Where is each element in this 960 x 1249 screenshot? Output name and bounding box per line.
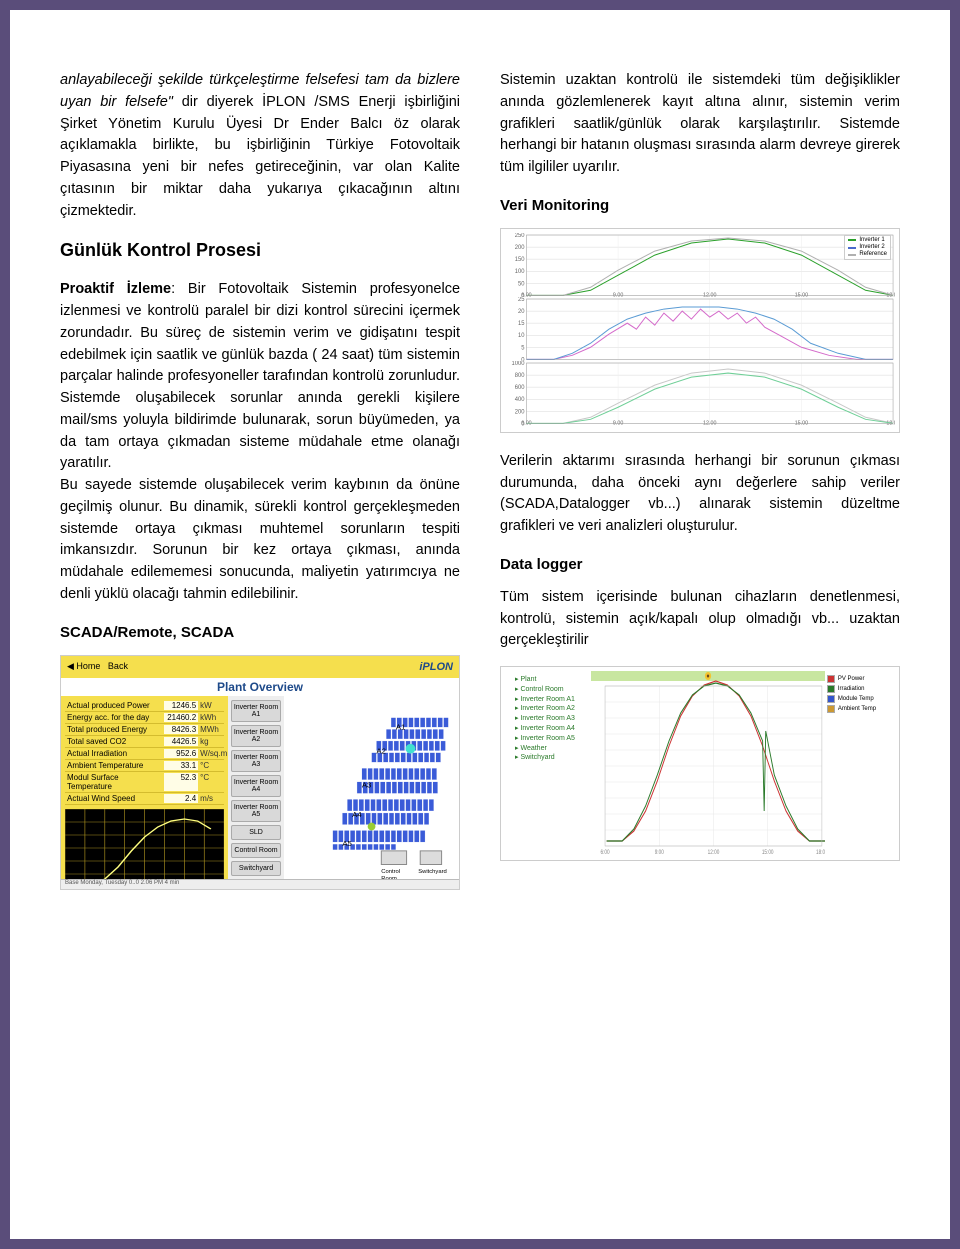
svg-text:A4: A4: [352, 809, 362, 818]
right-p1: Sistemin uzaktan kontrolü ile sistemdeki…: [500, 70, 900, 179]
intro-paragraph: anlayabileceği şekilde türkçeleştirme fe…: [60, 70, 460, 222]
scada-metric-row: Modul Surface Temperature52.3°C: [65, 772, 224, 793]
scada-nav-button[interactable]: SLD: [231, 825, 281, 840]
data-logger-figure: ▸ Plant ▸ Control Room ▸ Inverter Room A…: [500, 666, 900, 861]
dl-tree-node[interactable]: ▸ Switchyard: [507, 753, 589, 763]
dl-chart: 6:00 9:00 12:00 15:00 18:00: [591, 671, 825, 856]
scada-nav-button[interactable]: Control Room: [231, 843, 281, 858]
svg-text:9:00: 9:00: [654, 850, 663, 856]
svg-text:A3: A3: [362, 780, 372, 789]
dl-tree-node[interactable]: ▸ Weather: [507, 744, 589, 754]
svg-text:1000: 1000: [511, 361, 525, 367]
svg-text:25: 25: [518, 297, 525, 303]
veri-monitoring-figure: 0501001502002506.009.0012.0015.0018.00 I…: [500, 228, 900, 433]
scada-title: Plant Overview: [61, 678, 459, 696]
dl-tree-node[interactable]: ▸ Inverter Room A3: [507, 714, 589, 724]
vm-chart-3: 020040060080010006.009.0012.0015.0018.00: [505, 361, 895, 425]
scada-nav-button[interactable]: Inverter Room A2: [231, 725, 281, 747]
right-p2: Verilerin aktarımı sırasında herhangi bi…: [500, 451, 900, 538]
svg-text:A2: A2: [376, 746, 386, 755]
dl-tree-panel: ▸ Plant ▸ Control Room ▸ Inverter Room A…: [505, 671, 591, 856]
svg-text:A5: A5: [342, 839, 352, 848]
scada-statusbar: Base Monday, Tuesday 0..0 2.06 PM 4 min: [61, 879, 459, 889]
dl-tree-node[interactable]: ▸ Inverter Room A2: [507, 704, 589, 714]
scada-nav-button[interactable]: Inverter Room A5: [231, 800, 281, 822]
scada-metric-row: Ambient Temperature33.1°C: [65, 760, 224, 772]
scada-button-column: Inverter Room A1 Inverter Room A2 Inverter…: [228, 696, 284, 889]
scada-metric-row: Actual Wind Speed2.4m/s: [65, 793, 224, 805]
right-p3: Tüm sistem içerisinde bulunan cihazların…: [500, 587, 900, 652]
dl-tree-node[interactable]: ▸ Plant: [507, 675, 589, 685]
scada-metric-row: Total produced Energy8426.3MWh: [65, 724, 224, 736]
heading-gunluk: Günlük Kontrol Prosesi: [60, 240, 460, 261]
left-column: anlayabileceği şekilde türkçeleştirme fe…: [60, 70, 460, 908]
svg-text:9.00: 9.00: [613, 421, 623, 426]
scada-nav-button[interactable]: Inverter Room A1: [231, 700, 281, 722]
svg-text:150: 150: [515, 257, 525, 263]
scada-window-controls: ◀ Home Back: [67, 661, 128, 672]
svg-text:800: 800: [515, 373, 525, 379]
scada-nav-button[interactable]: Inverter Room A3: [231, 750, 281, 772]
scada-metric-row: Actual Irradiation952.6W/sq.m: [65, 748, 224, 760]
svg-text:A1: A1: [396, 722, 406, 731]
svg-text:Switchyard: Switchyard: [418, 869, 447, 875]
dl-tree-node[interactable]: ▸ Inverter Room A5: [507, 734, 589, 744]
vm-chart-2: 0510152025: [505, 297, 895, 361]
svg-text:10: 10: [518, 333, 525, 339]
heading-veri-monitoring: Veri Monitoring: [500, 197, 900, 214]
dl-legend-panel: PV PowerIrradiationModule TempAmbient Te…: [825, 671, 895, 856]
svg-text:20: 20: [518, 309, 525, 315]
dl-tree-node[interactable]: ▸ Inverter Room A4: [507, 724, 589, 734]
svg-text:250: 250: [515, 233, 525, 239]
scada-metrics-panel: Actual produced Power1246.5kWEnergy acc.…: [61, 696, 228, 889]
svg-text:5: 5: [521, 345, 525, 351]
scada-metric-row: Total saved CO24426.5kg: [65, 736, 224, 748]
svg-text:200: 200: [515, 410, 525, 416]
svg-text:200: 200: [515, 245, 525, 251]
svg-text:15.00: 15.00: [795, 421, 808, 426]
svg-text:6:00: 6:00: [600, 850, 609, 856]
heading-scada: SCADA/Remote, SCADA: [60, 624, 460, 641]
scada-mini-graph: [65, 809, 224, 887]
scada-overview-figure: ◀ Home Back iPLON Plant Overview Actual …: [60, 655, 460, 890]
svg-text:12:00: 12:00: [707, 850, 719, 856]
svg-text:100: 100: [515, 269, 525, 275]
heading-data-logger: Data logger: [500, 556, 900, 573]
scada-metric-row: Actual produced Power1246.5kW: [65, 700, 224, 712]
proaktif-paragraph: Proaktif İzleme: Bir Fotovoltaik Sistemi…: [60, 279, 460, 605]
vm-chart-1: 0501001502002506.009.0012.0015.0018.00 I…: [505, 233, 895, 297]
scada-nav-button[interactable]: Inverter Room A4: [231, 775, 281, 797]
document-page: anlayabileceği şekilde türkçeleştirme fe…: [10, 10, 950, 1239]
scada-site-map: A1 A2 A3 A4 A5 Control Room Switchyard: [284, 696, 459, 889]
scada-nav-button[interactable]: Switchyard: [231, 861, 281, 876]
dl-tree-node[interactable]: ▸ Control Room: [507, 685, 589, 695]
svg-text:15:00: 15:00: [762, 850, 774, 856]
svg-text:12.00: 12.00: [703, 421, 716, 426]
scada-brand: iPLON: [419, 661, 453, 673]
svg-text:Control: Control: [381, 869, 400, 875]
svg-text:400: 400: [515, 398, 525, 404]
svg-text:18:00: 18:00: [816, 850, 825, 856]
svg-text:15: 15: [518, 321, 525, 327]
scada-metric-row: Energy acc. for the day21460.2kWh: [65, 712, 224, 724]
svg-text:50: 50: [518, 281, 525, 287]
svg-text:600: 600: [515, 386, 525, 392]
dl-tree-node[interactable]: ▸ Inverter Room A1: [507, 695, 589, 705]
right-column: Sistemin uzaktan kontrolü ile sistemdeki…: [500, 70, 900, 908]
